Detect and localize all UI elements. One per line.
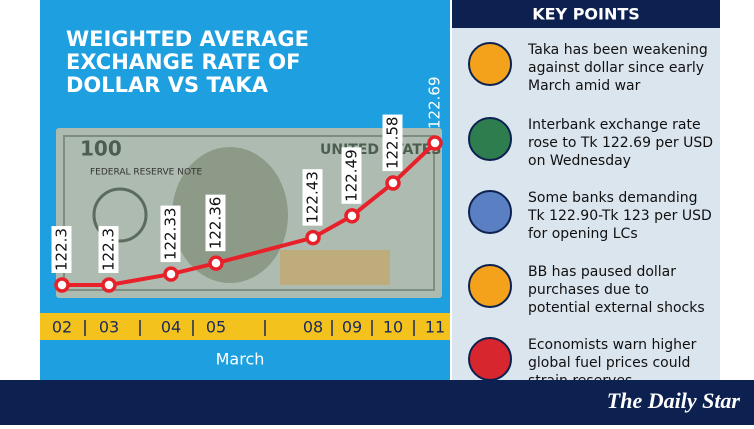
key-point-text: Taka has been weakening: [527, 42, 708, 58]
value-label-bg: [160, 205, 181, 263]
x-tick-label: 08: [303, 318, 323, 337]
value-label: 122.33: [162, 208, 180, 261]
key-point-text: BB has paused dollar: [528, 264, 676, 280]
key-point-icon: [468, 42, 512, 86]
key-point-icon: [468, 264, 512, 308]
x-tick-label: 09: [342, 318, 362, 337]
key-point-text: potential external shocks: [528, 300, 705, 316]
key-point-text: March amid war: [528, 78, 641, 94]
x-tick-label: 10: [383, 318, 403, 337]
plot: 122.3 02 122.3 03 122.33 04 122.36 05 122.43 08 12…: [51, 77, 445, 369]
value-label: 122.3: [53, 228, 71, 271]
rate-point: [54, 277, 70, 293]
x-tick-label: 05: [206, 318, 226, 337]
rate-point: [385, 175, 401, 191]
value-label: 122.49: [343, 149, 361, 202]
title-line: WEIGHTED AVERAGE: [66, 27, 309, 51]
rate-point: [427, 135, 443, 151]
key-point-icon: [468, 190, 512, 234]
value-label-bg: [382, 114, 403, 172]
value-label: 122.58: [384, 117, 402, 170]
value-label-bg: [205, 194, 226, 252]
key-point-text: Tk 122.90-Tk 123 per USD: [527, 208, 712, 224]
key-point-text: on Wednesday: [528, 153, 631, 169]
title-line: DOLLAR VS TAKA: [66, 73, 269, 97]
x-tick-label: 04: [161, 318, 181, 337]
key-point-text: Economists warn higher: [528, 337, 697, 353]
value-label-bg: [302, 169, 323, 226]
key-points: Taka has been weakening against dollar si…: [468, 42, 713, 389]
value-label-bg: [51, 226, 72, 273]
x-tick-label: 11: [425, 318, 445, 337]
title-line: EXCHANGE RATE OF: [66, 50, 300, 74]
footer-bar: [0, 380, 754, 425]
key-point-text: Interbank exchange rate: [528, 117, 701, 133]
key-point-text: Some banks demanding: [528, 190, 697, 206]
rate-point: [305, 229, 321, 246]
brand-logo: The Daily Star: [607, 388, 741, 413]
key-points-title: KEY POINTS: [532, 5, 640, 24]
rate-point: [208, 255, 224, 271]
key-point-text: purchases due to: [528, 282, 649, 298]
x-axis-label: March: [216, 350, 265, 369]
value-label: 122.69: [426, 77, 444, 130]
rate-point: [163, 266, 179, 282]
key-point-icon: [468, 337, 512, 381]
key-point-text: rose to Tk 122.69 per USD: [528, 135, 713, 151]
value-label: 122.3: [100, 228, 118, 271]
x-tick-label: 02: [52, 318, 72, 337]
rate-point: [101, 277, 117, 293]
value-label-bg: [98, 226, 119, 273]
value-label: 122.43: [304, 171, 322, 224]
svg-text:100: 100: [80, 137, 122, 161]
key-points-header: [452, 0, 720, 28]
rate-line: [62, 141, 437, 287]
key-point-text: global fuel prices could: [528, 355, 690, 371]
svg-text:FEDERAL RESERVE NOTE: FEDERAL RESERVE NOTE: [90, 168, 203, 178]
value-label: 122.36: [207, 197, 225, 250]
key-point-icon: [468, 117, 512, 161]
date-strip: [40, 313, 450, 340]
key-point-text: for opening LCs: [528, 226, 638, 242]
rate-point: [344, 208, 360, 224]
x-tick-label: 03: [99, 318, 119, 337]
key-point-text: against dollar since early: [528, 60, 704, 76]
value-label-bg: [341, 147, 362, 204]
